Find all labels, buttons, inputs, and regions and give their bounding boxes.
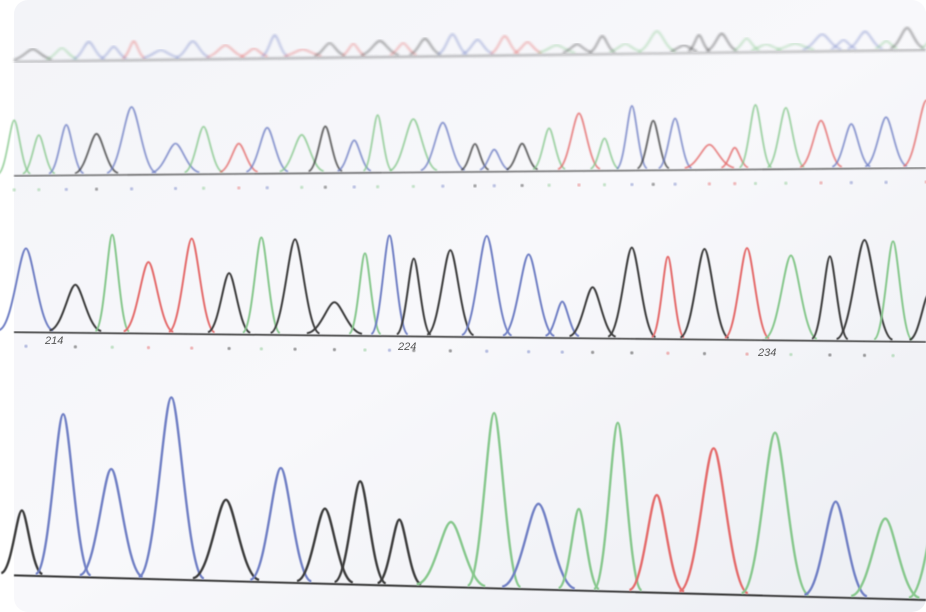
base-call <box>449 349 452 352</box>
base-call <box>300 186 303 189</box>
base-call <box>333 348 336 351</box>
base-call <box>441 185 444 188</box>
base-call <box>591 351 594 354</box>
base-call <box>190 346 193 349</box>
base-call <box>237 186 240 189</box>
base-call <box>666 352 669 355</box>
base-call <box>703 352 706 355</box>
base-call <box>111 346 114 349</box>
trace-label: 224 <box>397 341 416 353</box>
base-call <box>202 187 205 190</box>
base-call <box>376 185 379 188</box>
base-call <box>24 345 27 348</box>
base-call <box>863 354 866 357</box>
base-call <box>630 351 633 354</box>
base-call <box>412 185 415 188</box>
base-call <box>527 350 530 353</box>
trace-label: 234 <box>757 347 776 359</box>
base-call <box>293 348 296 351</box>
base-call <box>708 182 711 185</box>
base-call <box>521 184 524 187</box>
base-call <box>147 346 150 349</box>
base-call <box>577 183 580 186</box>
base-call <box>891 354 894 357</box>
base-call <box>174 187 177 190</box>
base-call <box>227 347 230 350</box>
base-call <box>74 345 77 348</box>
base-call <box>652 183 655 186</box>
base-call <box>473 184 476 187</box>
base-call <box>733 182 736 185</box>
base-call <box>819 181 822 184</box>
base-call <box>884 181 887 184</box>
base-call <box>493 184 496 187</box>
base-call <box>828 353 831 356</box>
base-call <box>363 348 366 351</box>
base-call <box>266 186 269 189</box>
base-call <box>260 347 263 350</box>
base-call <box>603 183 606 186</box>
base-call <box>65 188 68 191</box>
base-call <box>784 182 787 185</box>
base-call <box>95 188 98 191</box>
base-call <box>388 349 391 352</box>
base-call <box>130 187 133 190</box>
base-call <box>754 182 757 185</box>
base-call <box>13 188 16 191</box>
base-call <box>789 353 792 356</box>
base-call <box>745 352 748 355</box>
base-call <box>548 184 551 187</box>
base-call <box>324 186 327 189</box>
base-call <box>37 188 40 191</box>
base-call <box>485 350 488 353</box>
base-call <box>673 183 676 186</box>
chromatogram-photo: 214 224 234 <box>0 0 926 612</box>
base-call <box>353 185 356 188</box>
base-call <box>630 183 633 186</box>
page: {"photo": {"trace_labels": ["214", "224"… <box>0 0 926 612</box>
base-call <box>850 181 853 184</box>
trace-label: 214 <box>44 335 63 347</box>
base-call <box>561 350 564 353</box>
